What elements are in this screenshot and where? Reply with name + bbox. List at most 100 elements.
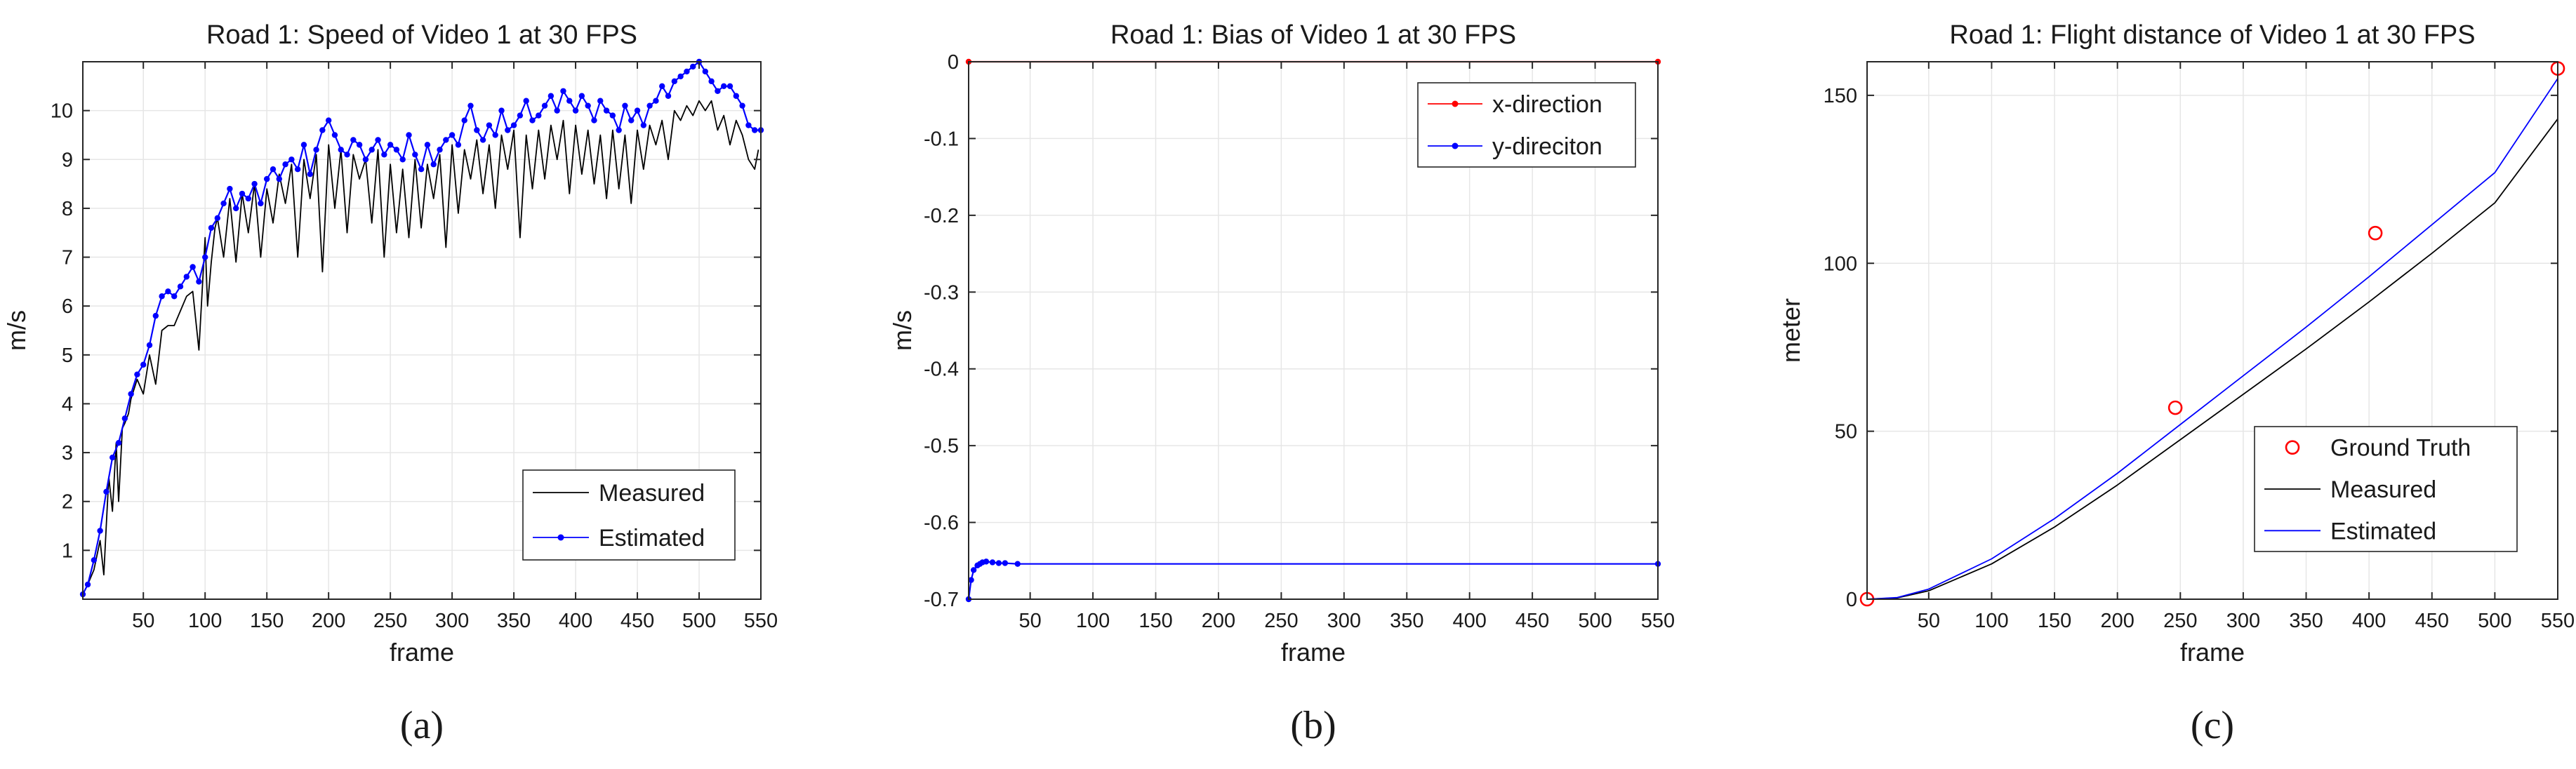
data-point (186, 295, 187, 297)
data-point (232, 205, 239, 212)
y-tick-label: 10 (51, 100, 73, 123)
data-point (1991, 563, 1992, 565)
y-tick-label: -0.5 (924, 435, 959, 457)
y-tick-label: 7 (62, 247, 73, 269)
data-point (347, 232, 348, 234)
chart-title: Road 1: Flight distance of Video 1 at 30… (1949, 20, 2475, 50)
series-y-direciton (965, 559, 1661, 603)
data-point (578, 93, 585, 99)
data-point (344, 152, 350, 158)
data-point (692, 115, 693, 116)
data-point (609, 112, 616, 119)
data-point (152, 312, 159, 319)
data-point (192, 290, 194, 292)
data-point (378, 149, 379, 150)
data-point (294, 166, 301, 173)
x-tick-label: 350 (1390, 610, 1423, 632)
x-tick-label: 550 (744, 610, 778, 632)
chart-title: Road 1: Bias of Video 1 at 30 FPS (1110, 20, 1516, 50)
data-point (334, 208, 336, 209)
data-point (146, 342, 153, 349)
data-point (541, 102, 548, 109)
chart-panel-1: 50 100 150 200 250 300 350 400 450 500 550 1 2 3 4 5 6 7 8… (2, 20, 778, 747)
data-point (167, 325, 168, 326)
data-point (690, 63, 696, 70)
data-point (489, 144, 490, 145)
data-point (2179, 439, 2181, 441)
legend: Ground Truth Measured Estimated (2254, 426, 2518, 552)
data-point (575, 125, 576, 126)
legend: Measured Estimated (522, 469, 736, 561)
data-point (208, 225, 215, 231)
y-tick-label: 4 (62, 393, 73, 415)
y-tick-label: 9 (62, 149, 73, 171)
data-point (726, 83, 733, 90)
data-point (420, 227, 422, 229)
legend-box (522, 469, 736, 561)
data-point (180, 310, 181, 312)
data-point (458, 213, 459, 214)
data-point (451, 144, 453, 145)
data-point (531, 188, 533, 189)
data-point (989, 559, 996, 566)
data-point (297, 257, 298, 258)
data-point (757, 149, 759, 150)
data-point (396, 232, 397, 234)
data-point (1002, 560, 1009, 566)
data-point (581, 173, 583, 175)
x-tick-label: 350 (2289, 610, 2323, 632)
data-point (742, 134, 743, 135)
x-axis-label: frame (2180, 638, 2245, 667)
y-tick-label: -0.4 (924, 359, 959, 381)
data-point (155, 384, 157, 385)
data-point (196, 279, 202, 285)
data-point (461, 117, 467, 123)
data-point (201, 254, 208, 260)
data-point (204, 237, 206, 239)
data-point (310, 198, 311, 199)
legend-label: y-direciton (1492, 133, 1602, 160)
data-point (655, 144, 656, 145)
data-point (399, 156, 406, 163)
data-point (597, 98, 604, 104)
x-tick-label: 500 (2478, 610, 2511, 632)
x-tick-label: 450 (2415, 610, 2449, 632)
legend-marker (1452, 100, 1459, 107)
axes-box (1866, 61, 2558, 600)
data-point (653, 98, 659, 104)
data-point (338, 147, 344, 153)
x-tick-label: 350 (497, 610, 531, 632)
data-point (381, 152, 387, 158)
legend-label: x-direction (1492, 91, 1602, 118)
data-point (272, 222, 274, 224)
x-tick-label: 550 (2541, 610, 2575, 632)
data-point (1014, 561, 1021, 567)
data-point (523, 98, 529, 104)
data-point (443, 137, 449, 143)
y-tick-label: 1 (62, 540, 73, 562)
x-tick-label: 150 (250, 610, 284, 632)
x-tick-label: 250 (1264, 610, 1298, 632)
series-estimated (79, 58, 764, 598)
data-point (198, 349, 199, 351)
data-point (745, 122, 752, 128)
data-point (739, 102, 745, 109)
data-point (622, 102, 628, 109)
data-point (211, 262, 212, 263)
data-point (112, 511, 113, 512)
data-point (544, 178, 545, 180)
data-point (562, 120, 564, 121)
y-axis-label: m/s (2, 310, 31, 351)
data-point (2368, 225, 2383, 241)
data-point (251, 180, 258, 187)
data-point (705, 110, 706, 112)
data-point (721, 83, 727, 90)
data-point (715, 88, 721, 94)
data-point (84, 581, 91, 588)
x-tick-label: 50 (132, 610, 154, 632)
data-point (427, 163, 428, 165)
data-point (505, 127, 511, 133)
x-tick-label: 250 (373, 610, 407, 632)
data-point (291, 163, 292, 165)
